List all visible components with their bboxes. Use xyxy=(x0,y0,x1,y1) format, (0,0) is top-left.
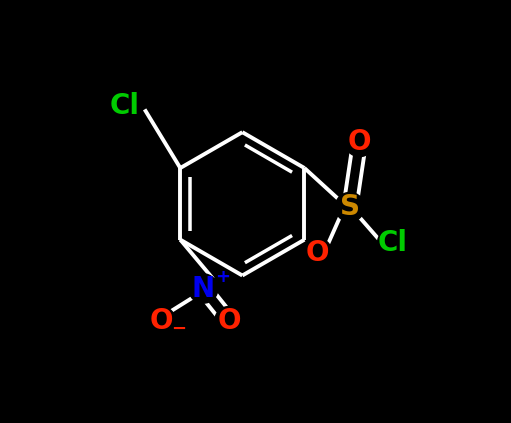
Text: Cl: Cl xyxy=(377,229,407,257)
Text: O: O xyxy=(348,128,371,156)
Text: S: S xyxy=(340,193,360,221)
Text: O: O xyxy=(306,239,329,266)
Circle shape xyxy=(215,306,244,336)
Circle shape xyxy=(146,306,176,336)
Text: O: O xyxy=(149,307,173,335)
Text: Cl: Cl xyxy=(110,92,140,120)
Text: O: O xyxy=(218,307,241,335)
Circle shape xyxy=(303,238,332,267)
Circle shape xyxy=(189,274,218,303)
Text: N: N xyxy=(192,275,215,302)
Text: −: − xyxy=(171,320,187,338)
Circle shape xyxy=(335,192,364,222)
Circle shape xyxy=(110,91,140,121)
Text: +: + xyxy=(215,268,229,286)
Circle shape xyxy=(378,228,407,258)
Circle shape xyxy=(345,127,374,157)
